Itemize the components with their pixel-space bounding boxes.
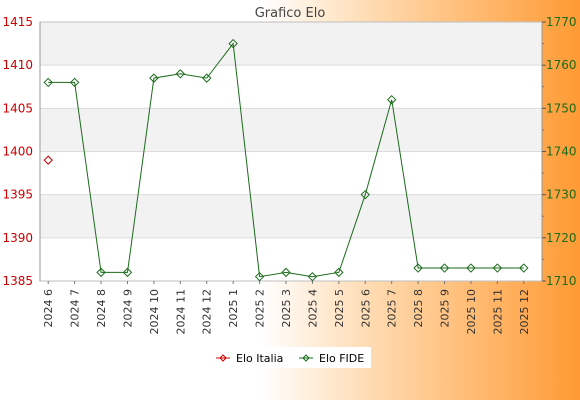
- grid-band: [40, 237, 542, 281]
- x-tick-label: 2024 6: [42, 289, 55, 328]
- data-point: [69, 77, 80, 88]
- x-tick-label: 2024 11: [174, 289, 187, 335]
- data-point: [360, 189, 370, 200]
- left-tick-label: 1395: [2, 188, 33, 202]
- left-tick-label: 1405: [2, 101, 33, 115]
- data-point: [43, 155, 53, 165]
- x-tick-label: 2024 8: [95, 289, 108, 328]
- x-tick-label: 2024 12: [201, 289, 214, 335]
- right-tick-label: 1710: [546, 274, 577, 288]
- data-point: [175, 69, 186, 79]
- left-tick-label: 1410: [2, 58, 33, 72]
- legend-swatch-marker: [302, 354, 310, 362]
- data-point: [96, 267, 106, 278]
- x-tick-label: 2024 9: [121, 289, 134, 328]
- left-tick-label: 1385: [2, 274, 33, 288]
- x-tick-label: 2025 6: [359, 289, 372, 328]
- legend-label: Elo Italia: [236, 352, 283, 365]
- data-point: [519, 263, 529, 273]
- plot-bands: [40, 21, 542, 282]
- x-tick-label: 2025 12: [518, 289, 531, 335]
- x-tick-label: 2025 1: [227, 289, 240, 328]
- data-point: [43, 77, 53, 88]
- grid-band: [40, 194, 542, 238]
- chart-title: Grafico Elo: [255, 6, 326, 21]
- legend-label: Elo FIDE: [319, 352, 364, 365]
- data-point: [122, 267, 133, 278]
- right-axis: 1710 1720 1730 1740 1750 1760 1770: [541, 15, 577, 288]
- data-point: [466, 263, 476, 273]
- x-axis: 2024 6 2024 7 2024 8 2024 9 2024 10 2024 11 20…: [42, 281, 531, 335]
- x-tick-label: 2025 11: [491, 289, 504, 335]
- x-tick-label: 2025 2: [254, 289, 267, 328]
- x-tick-label: 2025 5: [333, 289, 346, 328]
- data-point: [228, 38, 238, 49]
- x-tick-label: 2025 10: [465, 289, 478, 335]
- right-tick-label: 1720: [546, 231, 577, 245]
- x-tick-label: 2024 7: [69, 289, 82, 328]
- x-tick-label: 2025 8: [412, 289, 425, 328]
- data-point: [307, 271, 318, 282]
- data-point: [386, 94, 397, 105]
- grid-band: [40, 65, 542, 109]
- right-tick-label: 1760: [546, 58, 577, 72]
- x-tick-label: 2025 4: [306, 289, 319, 328]
- legend-box: [211, 347, 371, 368]
- series-layer: [43, 38, 529, 282]
- data-point: [149, 73, 159, 83]
- grid-band: [40, 108, 542, 152]
- x-tick-label: 2025 9: [439, 289, 452, 328]
- x-tick-label: 2025 7: [386, 289, 399, 328]
- grid-band: [40, 22, 542, 66]
- right-tick-label: 1730: [546, 188, 577, 202]
- right-tick-label: 1770: [546, 15, 577, 29]
- data-point: [254, 271, 265, 282]
- left-tick-label: 1400: [2, 145, 33, 159]
- x-tick-label: 2024 10: [148, 289, 161, 335]
- legend-swatch-marker: [219, 354, 227, 362]
- right-tick-label: 1750: [546, 101, 577, 115]
- left-tick-label: 1390: [2, 231, 33, 245]
- grid-band: [40, 151, 542, 195]
- data-point: [492, 263, 503, 273]
- data-point: [413, 263, 423, 273]
- left-tick-label: 1415: [2, 15, 33, 29]
- right-tick-label: 1740: [546, 145, 577, 159]
- x-tick-label: 2025 3: [280, 289, 293, 328]
- data-point: [334, 267, 344, 278]
- left-axis: 1385 1390 1395 1400 1405 1410 1415: [2, 15, 41, 288]
- data-point: [281, 267, 291, 278]
- legend: Elo Italia Elo FIDE: [211, 347, 371, 368]
- series-line: [48, 42, 524, 278]
- data-point: [439, 263, 450, 273]
- data-point: [202, 73, 212, 83]
